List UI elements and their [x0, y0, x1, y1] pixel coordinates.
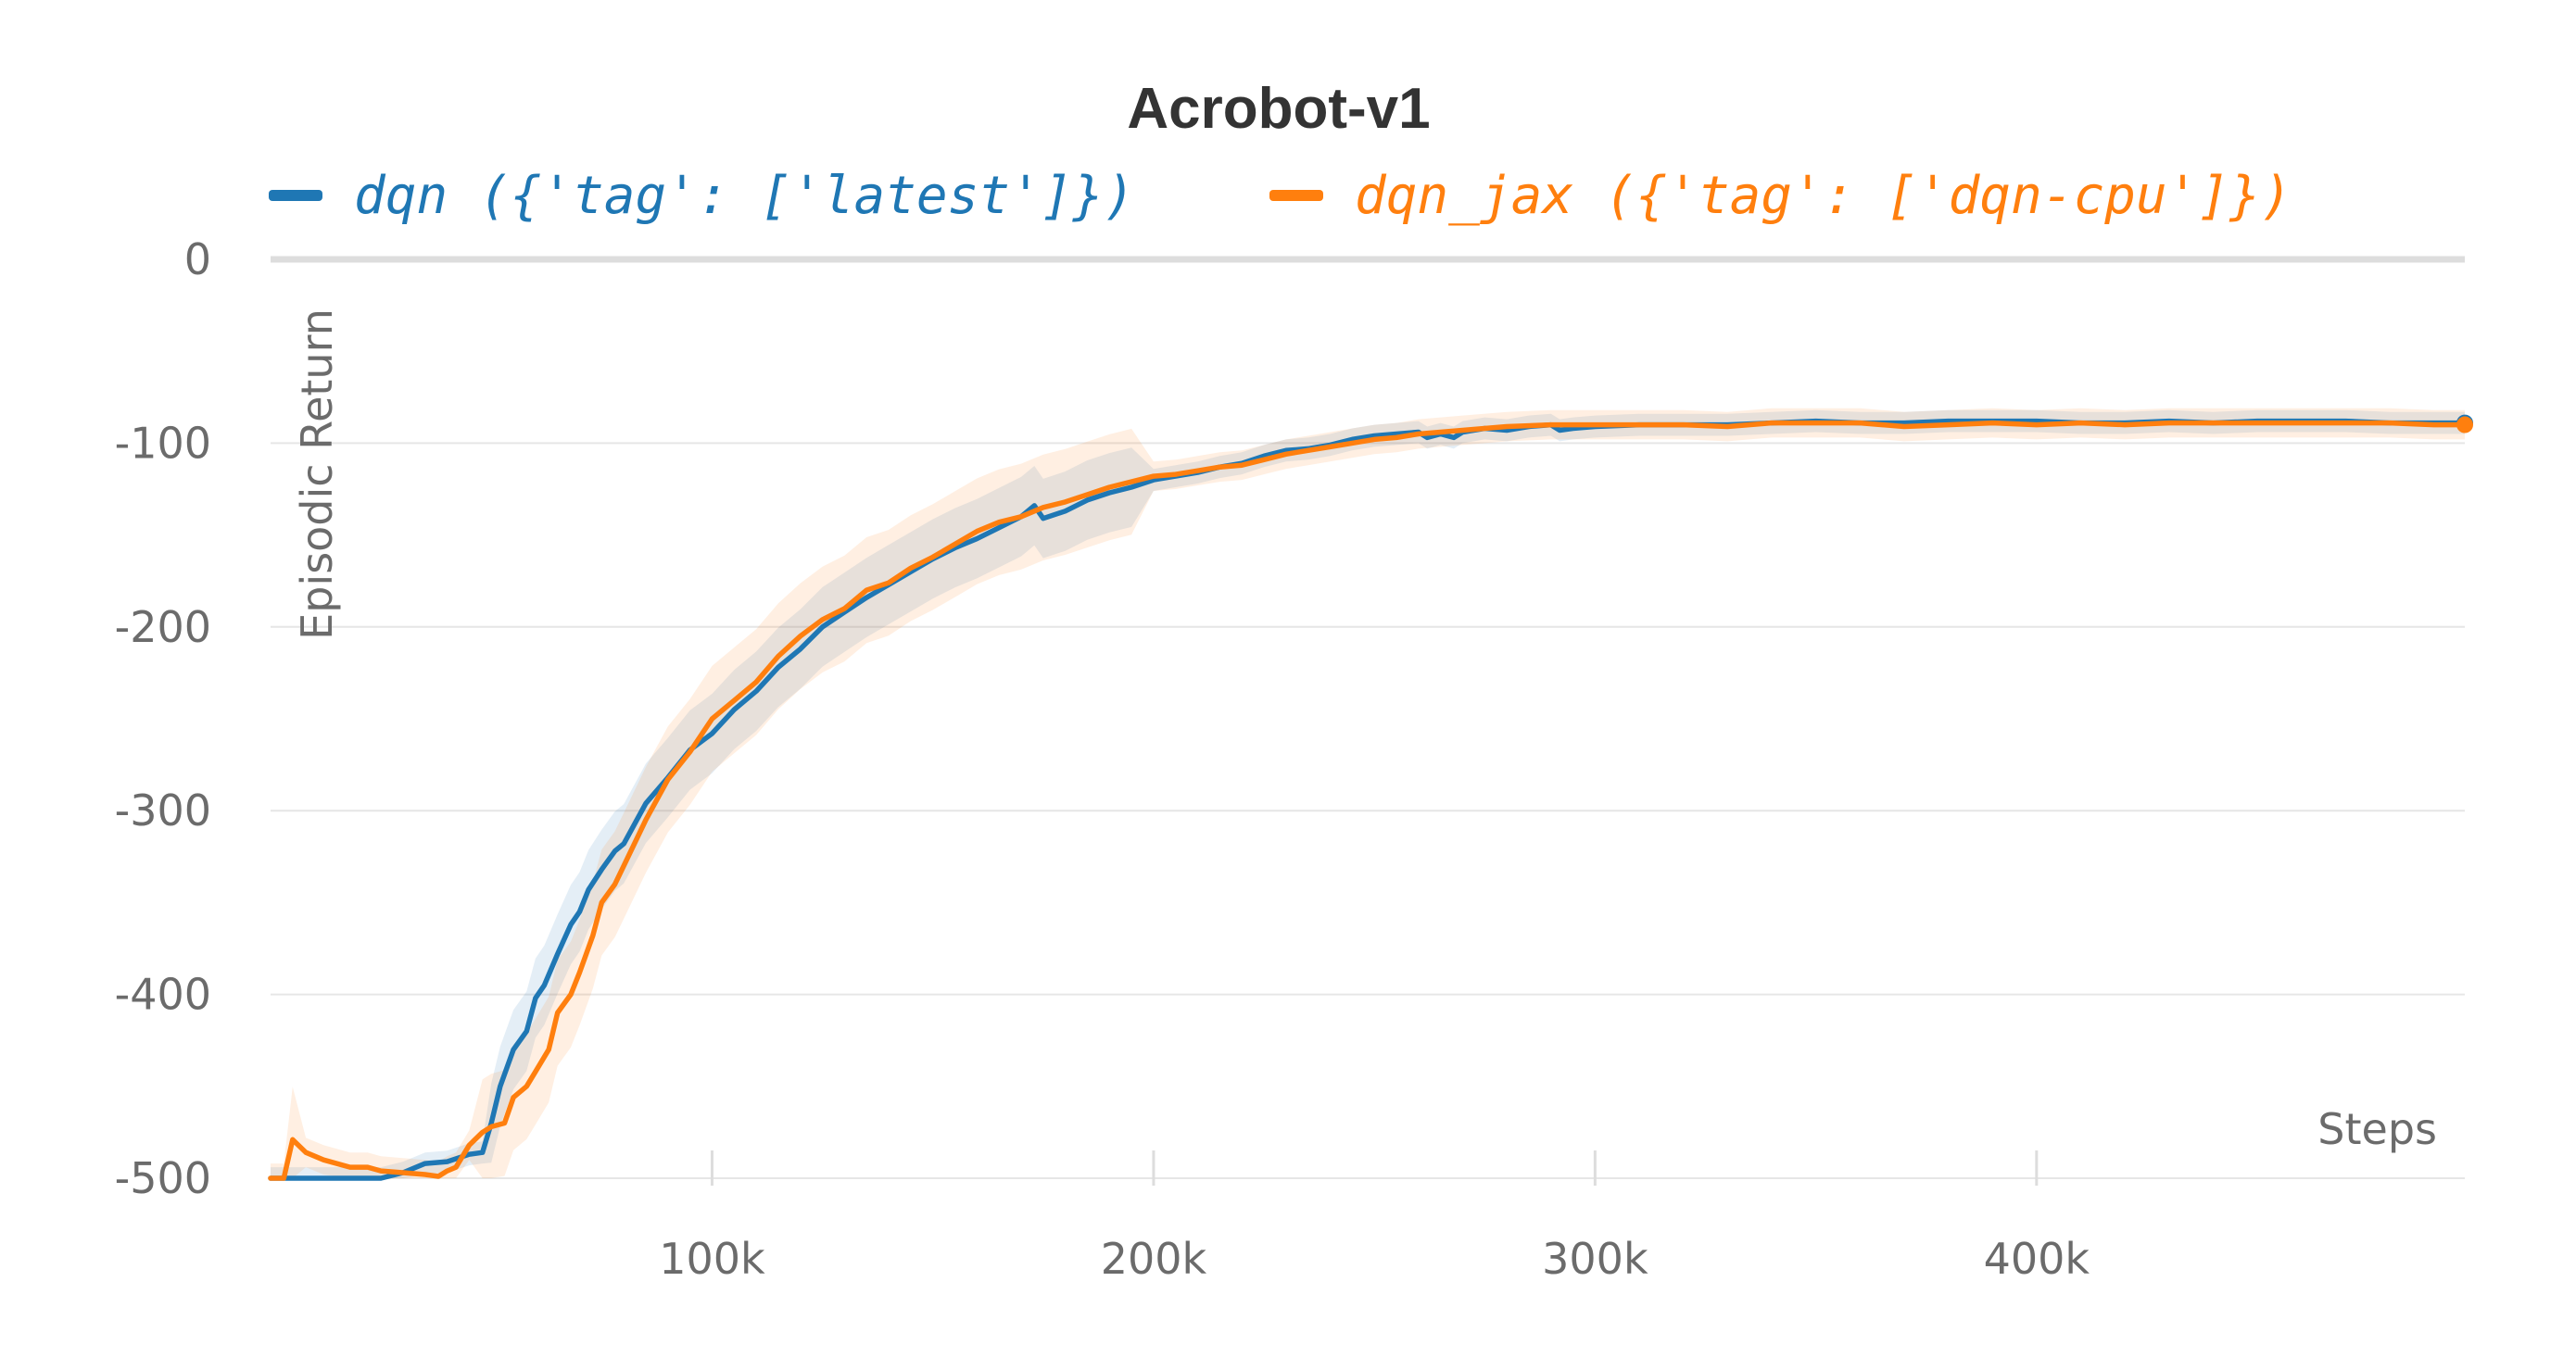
series-line-dqn-jax: [268, 420, 2468, 1181]
legend-item-dqn[interactable]: dqn ({'tag': ['latest']}): [269, 166, 1135, 226]
legend-label-dqn: dqn ({'tag': ['latest']}): [354, 166, 1135, 226]
y-tick-label: -100: [115, 418, 211, 468]
series-endpoint-dqn-jax: [2456, 416, 2473, 433]
x-axis-label: Steps: [2317, 1104, 2437, 1154]
x-tick-label: 400k: [1984, 1234, 2090, 1284]
legend-label-dqn-jax: dqn_jax ({'tag': ['dqn-cpu']}): [1355, 166, 2292, 226]
confidence-bands: [271, 408, 2465, 1178]
band-dqn: [271, 409, 2465, 1178]
legend-swatch-dqn: [269, 190, 322, 201]
grid: [271, 256, 2465, 1186]
y-tick-label: -200: [115, 602, 211, 652]
legend-item-dqn-jax[interactable]: dqn_jax ({'tag': ['dqn-cpu']}): [1269, 166, 2292, 226]
series-line-dqn: [268, 418, 2468, 1181]
y-axis-label: Episodic Return: [292, 308, 342, 640]
axis-ticks: 0 -100 -200 -300 -400 -500 100k 200k 300k 400k: [115, 234, 2090, 1284]
y-tick-label: 0: [184, 234, 211, 284]
band-dqn-jax: [271, 408, 2465, 1178]
legend-swatch-dqn-jax: [1269, 190, 1323, 201]
y-tick-label: -400: [115, 970, 211, 1020]
chart-title: Acrobot-v1: [1127, 77, 1430, 141]
y-tick-label: -300: [115, 785, 211, 836]
x-tick-label: 200k: [1101, 1234, 1207, 1284]
x-tick-label: 100k: [659, 1234, 765, 1284]
x-tick-label: 300k: [1542, 1234, 1648, 1284]
legend: dqn ({'tag': ['latest']}) dqn_jax ({'tag…: [269, 166, 2292, 226]
y-tick-label: -500: [115, 1153, 211, 1203]
series-lines: [268, 414, 2473, 1181]
